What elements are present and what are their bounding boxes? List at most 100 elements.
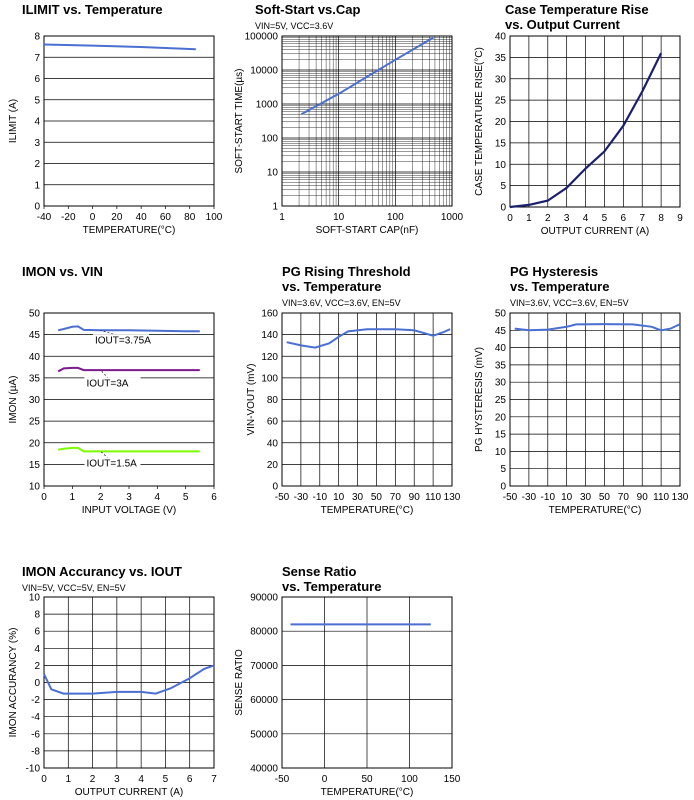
x-tick-label: 4: [155, 492, 161, 503]
x-tick-label: 2: [90, 774, 96, 785]
y-axis-label: IMON (µA): [8, 376, 19, 424]
y-tick-label: 2: [34, 661, 40, 672]
y-tick-label: 35: [29, 373, 41, 384]
x-tick-label: 4: [138, 774, 144, 785]
y-tick-label: 4: [34, 117, 40, 128]
x-tick-label: -50: [275, 774, 290, 785]
y-tick-label: 35: [495, 53, 507, 64]
y-tick-label: 5: [34, 95, 40, 106]
y-tick-label: 40: [495, 32, 507, 43]
y-tick-label: 100: [261, 373, 278, 384]
y-tick-label: 50000: [250, 729, 278, 740]
y-tick-label: 100: [261, 134, 278, 145]
y-tick-label: 15: [29, 460, 41, 471]
x-tick-label: 3: [114, 774, 120, 785]
chart-title: vs. Temperature: [510, 279, 609, 294]
y-tick-label: 5: [500, 181, 506, 192]
y-axis-label: CASE TEMPERATURE RISE(°C): [474, 47, 485, 196]
legend-label: IOUT=3A: [87, 379, 129, 390]
y-axis-label: ILIMIT (A): [8, 99, 19, 143]
x-tick-label: 80: [184, 212, 196, 223]
y-tick-label: 60000: [250, 695, 278, 706]
y-tick-label: 8: [34, 32, 40, 43]
y-tick-label: 1: [34, 180, 40, 191]
y-tick-label: -4: [31, 712, 40, 723]
x-tick-label: 30: [580, 492, 592, 503]
y-tick-label: 60: [267, 417, 279, 428]
x-tick-label: 50: [371, 492, 383, 503]
chart-title: vs. Temperature: [282, 579, 381, 594]
x-axis-label: OUTPUT CURRENT (A): [541, 226, 650, 237]
y-tick-label: 100000: [245, 32, 279, 43]
y-tick-label: 50: [495, 309, 507, 320]
label-bg: [84, 457, 141, 470]
y-tick-label: 45: [29, 330, 41, 341]
y-tick-label: -2: [31, 695, 40, 706]
y-tick-label: 80: [267, 395, 279, 406]
x-tick-label: 50: [361, 774, 373, 785]
chart-title: Soft-Start vs.Cap: [255, 2, 361, 17]
data-line: [57, 325, 200, 333]
chart-title: IMON Accurancy vs. IOUT: [22, 564, 182, 579]
plot-frame: [281, 312, 453, 487]
label-bg: [84, 377, 141, 390]
y-tick-label: 80000: [250, 627, 278, 638]
x-axis-label: TEMPERATURE(°C): [83, 225, 176, 236]
x-axis-label: SOFT-START CAP(nF): [316, 225, 419, 236]
y-tick-label: 70000: [250, 661, 278, 672]
y-tick-label: 50: [29, 309, 41, 320]
y-tick-label: 40: [495, 343, 507, 354]
x-tick-label: 6: [621, 213, 627, 224]
x-tick-label: 3: [564, 213, 570, 224]
y-tick-label: 40: [267, 438, 279, 449]
x-tick-label: 70: [618, 492, 630, 503]
x-tick-label: -10: [541, 492, 556, 503]
x-tick-label: 90: [637, 492, 649, 503]
y-tick-label: 8: [34, 610, 40, 621]
chart-subtitle: VIN=3.6V, VCC=3.6V, EN=5V: [510, 298, 629, 308]
data-line: [43, 664, 215, 695]
y-tick-label: 6: [34, 627, 40, 638]
y-tick-label: 25: [29, 417, 41, 428]
y-tick-label: 1000: [256, 100, 279, 111]
data-line: [57, 366, 200, 373]
x-axis-label: INPUT VOLTAGE (V): [82, 505, 176, 516]
chart-title: PG Rising Threshold: [282, 264, 411, 279]
x-axis-label: TEMPERATURE(°C): [549, 505, 642, 516]
x-tick-label: 2: [545, 213, 551, 224]
y-tick-label: 30: [495, 378, 507, 389]
label-pointer: [100, 330, 118, 336]
x-axis-label: TEMPERATURE(°C): [321, 505, 414, 516]
y-tick-label: 30: [29, 395, 41, 406]
y-tick-label: 25: [495, 395, 507, 406]
label-pointer: [100, 369, 109, 379]
x-tick-label: 20: [111, 212, 123, 223]
x-tick-label: 10: [561, 492, 573, 503]
x-tick-label: 100: [387, 212, 404, 223]
y-tick-label: 20: [495, 117, 507, 128]
y-tick-label: 20: [29, 438, 41, 449]
x-tick-label: 7: [211, 774, 217, 785]
x-tick-label: 7: [639, 213, 645, 224]
label-bg: [93, 334, 149, 347]
x-tick-label: 110: [653, 492, 669, 503]
x-tick-label: 1: [526, 213, 532, 224]
y-tick-label: 35: [495, 360, 507, 371]
chart-subtitle: VIN=5V, VCC=5V, EN=5V: [22, 583, 126, 593]
chart-title: vs. Output Current: [505, 17, 621, 32]
x-tick-label: 0: [507, 213, 513, 224]
y-tick-label: 10000: [250, 66, 278, 77]
y-tick-label: 10: [495, 447, 507, 458]
x-tick-label: 50: [599, 492, 611, 503]
y-tick-label: 10: [29, 482, 41, 493]
plot-frame: [281, 35, 453, 207]
y-tick-label: 10: [29, 593, 41, 604]
x-tick-label: 40: [136, 212, 148, 223]
plot-frame: [43, 596, 215, 769]
y-tick-label: 120: [261, 352, 278, 363]
y-tick-label: 0: [34, 202, 40, 213]
chart-subtitle: VIN=5V, VCC=3.6V: [255, 21, 333, 31]
y-tick-label: 25: [495, 96, 507, 107]
x-tick-label: 1: [66, 774, 72, 785]
